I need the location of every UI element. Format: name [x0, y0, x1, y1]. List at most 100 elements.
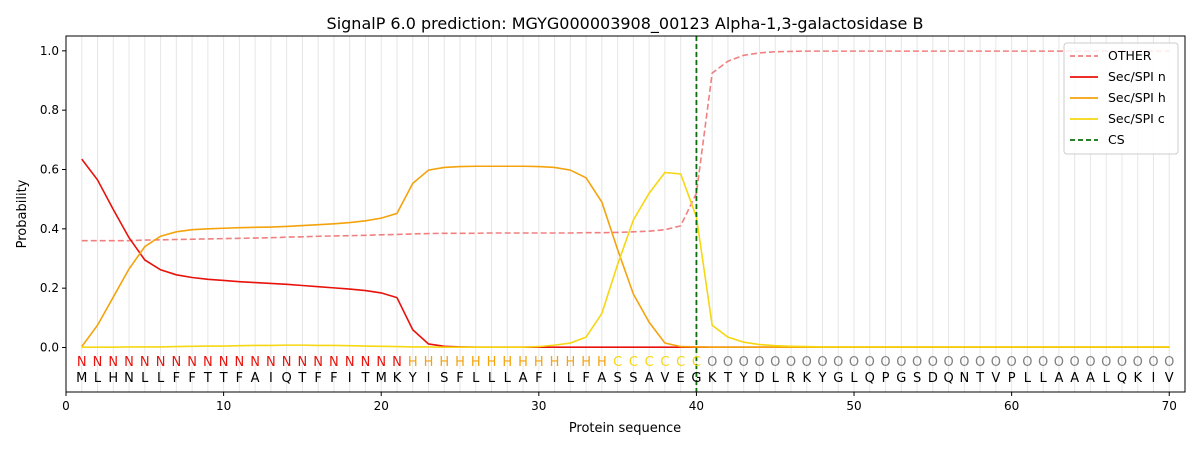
region-label: O [786, 355, 796, 370]
region-label: H [550, 355, 560, 370]
region-label: N [392, 355, 402, 370]
plot-lines [81, 36, 1170, 392]
region-label: N [361, 355, 371, 370]
residue-label: Q [943, 371, 953, 386]
residue-label: S [440, 371, 448, 386]
region-label: O [880, 355, 890, 370]
region-label: O [1164, 355, 1174, 370]
residue-label: Y [739, 371, 748, 386]
residue-label: I [269, 371, 273, 386]
region-label: O [1085, 355, 1095, 370]
chart-title: SignalP 6.0 prediction: MGYG000003908_00… [327, 14, 924, 34]
region-label: N [376, 355, 386, 370]
residue-label: S [629, 371, 637, 386]
region-label: N [171, 355, 181, 370]
residue-label: V [1165, 371, 1174, 386]
residue-label: T [203, 371, 212, 386]
residue-label: V [660, 371, 669, 386]
legend-label: Sec/SPI h [1108, 90, 1166, 105]
residue-label: A [519, 371, 528, 386]
residue-label: T [219, 371, 228, 386]
region-label: N [298, 355, 308, 370]
residue-label: Q [282, 371, 292, 386]
region-label: N [203, 355, 213, 370]
residue-label: I [1152, 371, 1156, 386]
residue-label: K [708, 371, 717, 386]
region-label: O [849, 355, 859, 370]
region-label: O [1054, 355, 1064, 370]
residue-label: L [504, 371, 512, 386]
y-tick-label: 0.6 [40, 163, 59, 177]
residue-label: L [1103, 371, 1111, 386]
x-tick-label: 20 [374, 399, 389, 413]
residue-label: L [157, 371, 165, 386]
residue-label: L [850, 371, 858, 386]
region-label: C [613, 355, 622, 370]
region-label: C [676, 355, 685, 370]
region-label: H [581, 355, 591, 370]
residue-label: F [173, 371, 180, 386]
residue-label: L [141, 371, 149, 386]
region-label: C [660, 355, 669, 370]
region-label: O [1070, 355, 1080, 370]
residue-label: P [882, 371, 890, 386]
region-label: N [234, 355, 244, 370]
region-label: H [471, 355, 481, 370]
region-label: N [156, 355, 166, 370]
region-label: H [534, 355, 544, 370]
residue-label: K [1133, 371, 1142, 386]
sequence-labels: NMNLNHNNNLNLNFNFNTNTNFNANINQNTNFNFNINTNM… [76, 355, 1174, 386]
residue-label: T [297, 371, 306, 386]
x-tick-label: 10 [216, 399, 231, 413]
region-label: H [487, 355, 497, 370]
region-label: O [1117, 355, 1127, 370]
region-label: O [959, 355, 969, 370]
region-label: O [991, 355, 1001, 370]
region-label: O [943, 355, 953, 370]
region-label: O [817, 355, 827, 370]
residue-label: M [376, 371, 387, 386]
region-label: H [502, 355, 512, 370]
residue-label: M [76, 371, 87, 386]
legend-label: Sec/SPI c [1108, 111, 1165, 126]
residue-label: H [108, 371, 118, 386]
region-label: O [1133, 355, 1143, 370]
region-label: H [565, 355, 575, 370]
y-tick-label: 0.0 [40, 341, 59, 355]
residue-label: G [896, 371, 906, 386]
y-tick-label: 0.2 [40, 281, 59, 295]
residue-label: L [1024, 371, 1032, 386]
region-label: N [124, 355, 134, 370]
residue-label: L [94, 371, 102, 386]
plot-frame [65, 35, 1186, 393]
region-label: C [629, 355, 638, 370]
region-label: N [140, 355, 150, 370]
region-label: O [1022, 355, 1032, 370]
region-label: O [975, 355, 985, 370]
x-tick-label: 60 [1004, 399, 1019, 413]
residue-label: I [553, 371, 557, 386]
region-label: H [439, 355, 449, 370]
residue-label: Q [865, 371, 875, 386]
region-label: O [928, 355, 938, 370]
x-tick-label: 70 [1162, 399, 1177, 413]
series-line-other [81, 50, 1170, 242]
region-label: N [187, 355, 197, 370]
residue-label: K [393, 371, 402, 386]
y-tick-label: 1.0 [40, 44, 59, 58]
legend-label: OTHER [1108, 48, 1152, 63]
region-label: C [692, 355, 701, 370]
x-tick-label: 40 [689, 399, 704, 413]
x-tick-label: 30 [531, 399, 546, 413]
y-axis-label: Probability [15, 179, 30, 248]
residue-label: K [802, 371, 811, 386]
residue-label: G [691, 371, 701, 386]
residue-label: Q [1117, 371, 1127, 386]
residue-label: A [1086, 371, 1095, 386]
residue-label: A [1070, 371, 1079, 386]
region-label: O [1038, 355, 1048, 370]
region-label: O [1007, 355, 1017, 370]
residue-label: F [236, 371, 243, 386]
residue-label: N [959, 371, 969, 386]
